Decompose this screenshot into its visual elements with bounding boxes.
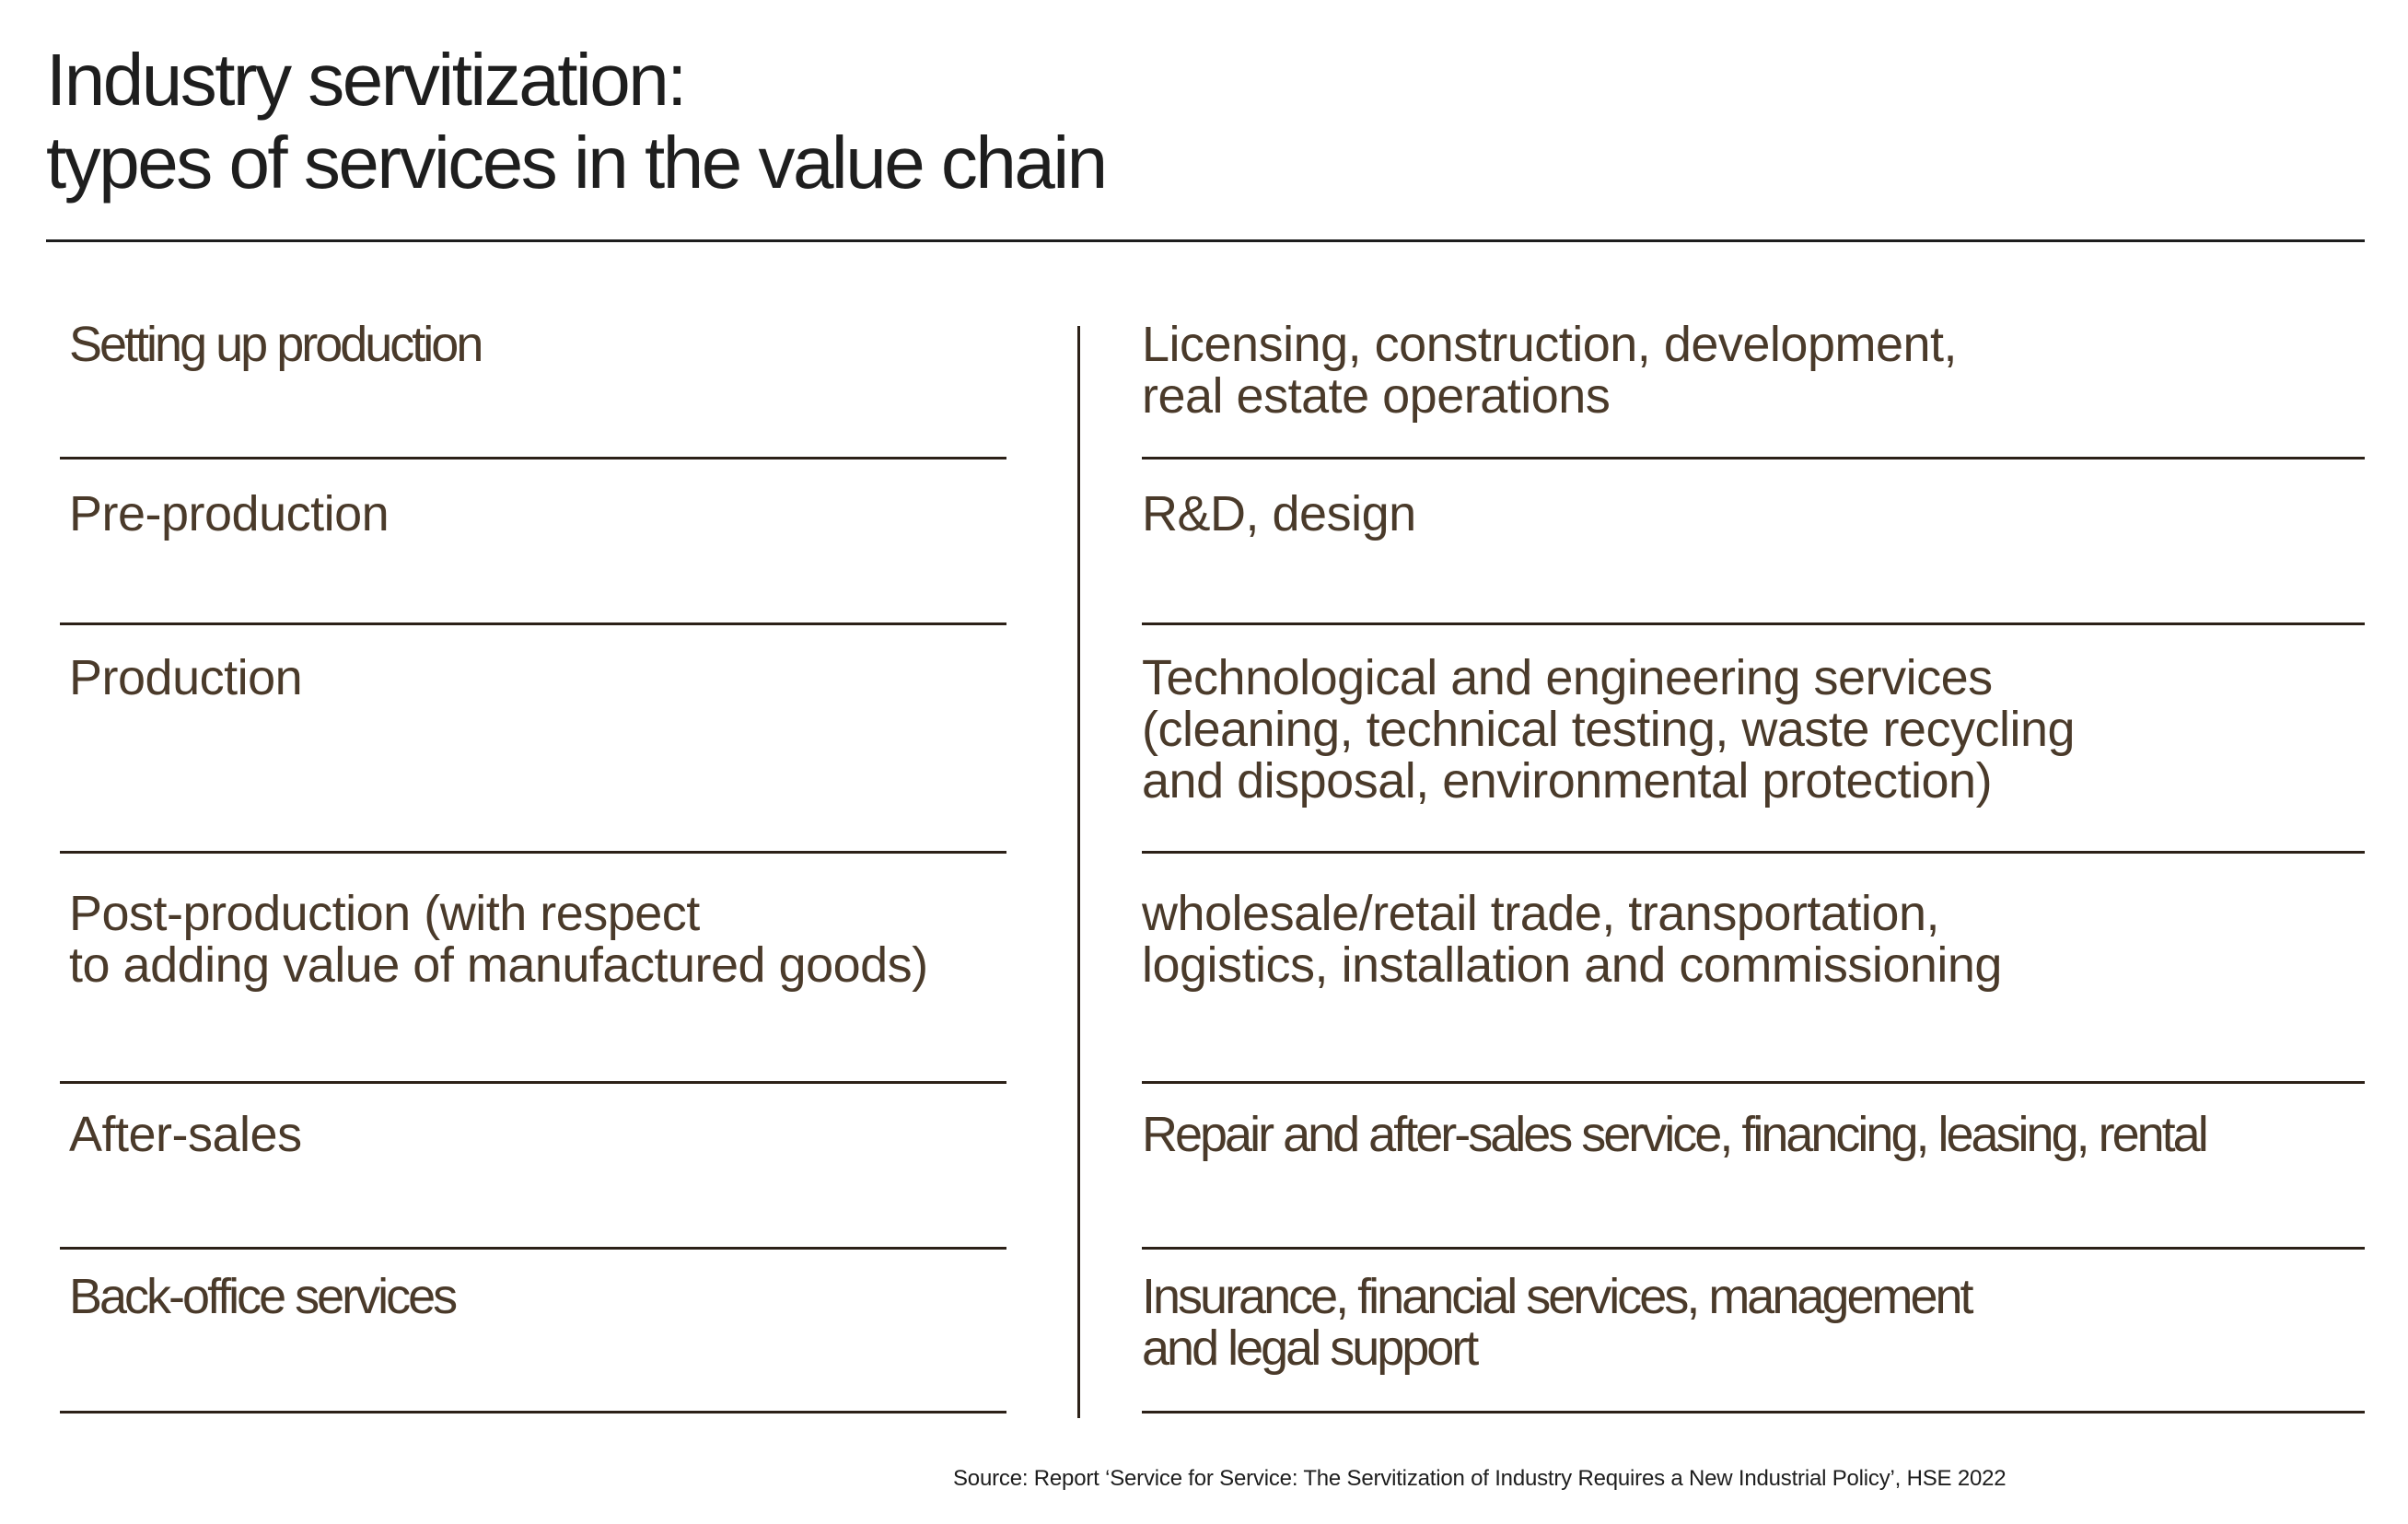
row-divider xyxy=(1142,851,2365,854)
services-cell-line: wholesale/retail trade, transportation, xyxy=(1142,886,1939,941)
stage-cell-setting-up-production: Setting up production xyxy=(69,317,483,372)
services-cell-line: R&D, design xyxy=(1142,486,1416,541)
stage-cell-post-production: Post-production (with respect to adding … xyxy=(69,888,928,991)
services-cell-post-production: wholesale/retail trade, transportation, … xyxy=(1142,888,2002,991)
stage-cell-line: Back-office services xyxy=(69,1269,458,1324)
services-cell-line: and legal support xyxy=(1142,1320,1479,1376)
row-divider xyxy=(1142,1247,2365,1250)
services-cell-line: Licensing, construction, development, xyxy=(1142,317,1958,372)
services-cell-line: real estate operations xyxy=(1142,368,1611,424)
stage-cell-production: Production xyxy=(69,650,303,705)
services-cell-line: and disposal, environmental protection) xyxy=(1142,753,1993,809)
services-cell-after-sales: Repair and after-sales service, financin… xyxy=(1142,1107,2209,1162)
page-title-line-1: Industry servitization: xyxy=(46,39,687,121)
source-note: Source: Report ‘Service for Service: The… xyxy=(953,1466,2007,1491)
services-cell-line: logistics, installation and commissionin… xyxy=(1142,937,2002,993)
services-cell-line: Technological and engineering services xyxy=(1142,650,1993,705)
row-divider xyxy=(60,851,1006,854)
services-cell-back-office: Insurance, financial services, managemen… xyxy=(1142,1269,1974,1376)
page-title-line-2: types of services in the value chain xyxy=(46,122,1108,204)
column-divider xyxy=(1077,326,1080,1418)
services-cell-setting-up-production: Licensing, construction, development, re… xyxy=(1142,317,1958,424)
services-cell-production: Technological and engineering services (… xyxy=(1142,650,2076,809)
services-cell-pre-production: R&D, design xyxy=(1142,488,1416,540)
row-divider xyxy=(60,1081,1006,1084)
stage-cell-line: Production xyxy=(69,650,303,705)
stage-cell-line: to adding value of manufactured goods) xyxy=(69,937,928,993)
title-divider xyxy=(46,239,2365,242)
services-cell-line: (cleaning, technical testing, waste recy… xyxy=(1142,702,2076,757)
row-divider xyxy=(1142,457,2365,460)
row-divider xyxy=(60,457,1006,460)
stage-cell-line: Post-production (with respect xyxy=(69,886,700,941)
services-cell-line: Repair and after-sales service, financin… xyxy=(1142,1107,2209,1162)
row-divider xyxy=(1142,622,2365,625)
row-divider xyxy=(60,622,1006,625)
page-title: Industry servitization: types of service… xyxy=(46,39,1108,204)
stage-cell-after-sales: After-sales xyxy=(69,1109,302,1160)
row-divider xyxy=(60,1411,1006,1413)
stage-cell-back-office: Back-office services xyxy=(69,1269,458,1324)
row-divider xyxy=(60,1247,1006,1250)
stage-cell-pre-production: Pre-production xyxy=(69,486,390,541)
stage-cell-line: Pre-production xyxy=(69,486,390,541)
services-cell-line: Insurance, financial services, managemen… xyxy=(1142,1269,1974,1324)
stage-cell-line: Setting up production xyxy=(69,317,483,372)
row-divider xyxy=(1142,1081,2365,1084)
stage-cell-line: After-sales xyxy=(69,1107,302,1162)
row-divider xyxy=(1142,1411,2365,1413)
